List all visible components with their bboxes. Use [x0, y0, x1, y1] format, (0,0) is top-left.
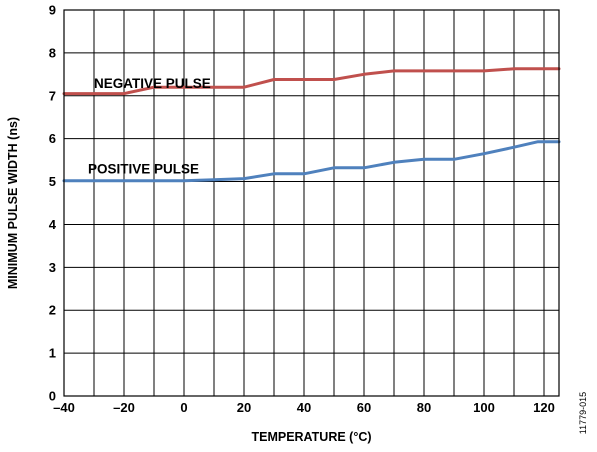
x-tick-label: –40 — [53, 400, 75, 415]
figure-id: 11779-015 — [578, 392, 588, 434]
x-tick-labels: –40 –20 0 20 40 60 80 100 120 — [53, 400, 555, 415]
x-tick-label: 120 — [533, 400, 555, 415]
x-tick-label: 100 — [473, 400, 495, 415]
y-tick-label: 5 — [49, 174, 56, 189]
y-tick-label: 0 — [49, 389, 56, 404]
y-tick-labels: 0 1 2 3 4 5 6 7 8 9 — [49, 3, 57, 404]
x-tick-label: –20 — [113, 400, 135, 415]
x-tick-label: 40 — [297, 400, 311, 415]
y-tick-label: 7 — [49, 88, 56, 103]
y-axis-title: MINIMUM PULSE WIDTH (ns) — [6, 117, 20, 289]
y-tick-label: 9 — [49, 3, 56, 18]
x-axis-title: TEMPERATURE (°C) — [251, 430, 371, 444]
y-tick-label: 4 — [49, 217, 57, 232]
negative-pulse-label: NEGATIVE PULSE — [94, 76, 211, 91]
grid — [64, 10, 559, 396]
x-tick-label: 80 — [417, 400, 431, 415]
y-tick-label: 2 — [49, 303, 56, 318]
negative-pulse-line — [62, 67, 561, 96]
x-tick-label: 60 — [357, 400, 371, 415]
x-tick-label: 20 — [237, 400, 251, 415]
x-tick-label: 0 — [180, 400, 187, 415]
positive-pulse-label: POSITIVE PULSE — [88, 162, 199, 177]
positive-pulse-line — [62, 140, 561, 183]
y-tick-label: 1 — [49, 346, 56, 361]
y-tick-label: 8 — [49, 45, 56, 60]
series-lines — [62, 67, 561, 183]
plot-frame — [63, 9, 560, 397]
y-tick-label: 3 — [49, 260, 56, 275]
y-tick-label: 6 — [49, 131, 56, 146]
